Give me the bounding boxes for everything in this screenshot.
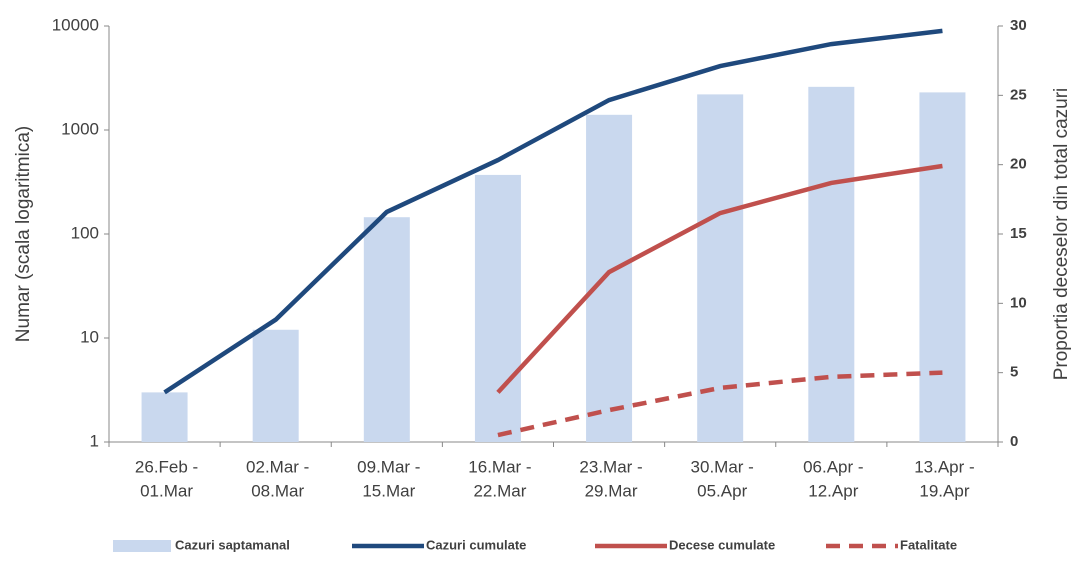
x-tick-label: 02.Mar -: [246, 457, 309, 476]
bar: [474, 174, 521, 442]
legend-label: Fatalitate: [900, 537, 957, 552]
line: [496, 163, 943, 394]
y-tick-label: 10000: [52, 15, 99, 34]
y-tick-label: 100: [71, 223, 99, 242]
line: [497, 370, 943, 438]
y2-tick-label: 5: [1010, 364, 1018, 381]
line: [163, 28, 943, 395]
y2-tick-label: 10: [1010, 294, 1027, 311]
x-tick-label: 01.Mar: [140, 481, 193, 500]
y2-tick-label: 20: [1010, 156, 1027, 173]
x-tick-label: 08.Mar: [251, 481, 304, 500]
x-tick-label: 19.Apr: [919, 481, 969, 500]
legend-label: Decese cumulate: [669, 537, 775, 552]
y2-axis-title: Proportia deceselor din total cazuri: [1051, 88, 1072, 381]
y2-tick-label: 25: [1010, 86, 1027, 103]
x-tick-label: 13.Apr -: [914, 457, 974, 476]
x-tick-label: 29.Mar: [585, 481, 638, 500]
legend-label: Cazuri cumulate: [426, 537, 526, 552]
bar: [252, 329, 299, 442]
x-tick-label: 22.Mar: [473, 481, 526, 500]
x-tick-label: 16.Mar -: [468, 457, 531, 476]
x-tick-label: 12.Apr: [808, 481, 858, 500]
y2-tick-label: 15: [1010, 225, 1027, 242]
x-tick-label: 23.Mar -: [579, 457, 642, 476]
y2-tick-label: 30: [1010, 17, 1027, 34]
legend-swatch: [113, 540, 171, 552]
x-tick-label: 06.Apr -: [803, 457, 863, 476]
bar: [363, 217, 410, 442]
bar: [586, 114, 633, 443]
y-tick-label: 1000: [61, 119, 99, 138]
y-tick-label: 10: [80, 327, 99, 346]
x-tick-label: 15.Mar: [362, 481, 415, 500]
bar: [697, 94, 744, 443]
y2-tick-label: 0: [1010, 433, 1018, 450]
bar: [919, 92, 966, 442]
y-tick-label: 1: [90, 431, 99, 450]
bar: [141, 392, 188, 442]
y-axis-title: Numar (scala logaritmica): [13, 126, 34, 342]
legend-label: Cazuri saptamanal: [175, 537, 290, 552]
x-tick-label: 05.Apr: [697, 481, 747, 500]
x-tick-label: 26.Feb -: [135, 457, 198, 476]
x-tick-label: 09.Mar -: [357, 457, 420, 476]
x-tick-label: 30.Mar -: [691, 457, 754, 476]
bar: [808, 86, 855, 442]
